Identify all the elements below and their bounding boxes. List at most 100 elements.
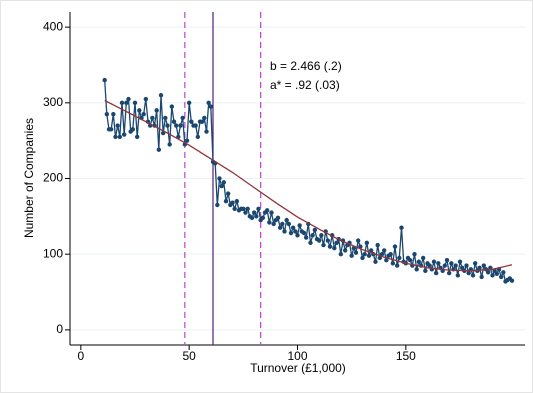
point (464, 263, 469, 268)
point (481, 263, 487, 268)
point (431, 259, 437, 264)
y-tick-label: 0 (56, 322, 63, 336)
point (111, 111, 116, 117)
point (373, 259, 378, 264)
point (342, 248, 348, 253)
point (362, 251, 367, 257)
point (245, 206, 250, 211)
point (349, 253, 354, 258)
point (269, 210, 274, 215)
point (416, 259, 422, 264)
point (490, 273, 495, 278)
point (412, 251, 417, 257)
annotation: a* = .92 (.03) (270, 78, 340, 92)
point (169, 104, 175, 109)
point (332, 245, 337, 251)
point (137, 108, 142, 113)
point (377, 255, 383, 261)
point (327, 244, 333, 249)
point (271, 221, 276, 227)
point (485, 270, 491, 275)
y-tick-label: 400 (43, 19, 63, 33)
point (267, 220, 272, 225)
point (230, 200, 235, 205)
point (290, 225, 296, 230)
point (119, 100, 125, 106)
point (316, 238, 322, 243)
point (470, 273, 476, 278)
point (390, 261, 396, 266)
point (241, 206, 246, 211)
point (433, 270, 439, 276)
point (219, 183, 224, 189)
point (141, 111, 146, 117)
point (199, 119, 205, 124)
point (158, 93, 164, 98)
point (150, 115, 155, 121)
point (215, 202, 220, 208)
point (223, 199, 229, 204)
point (102, 77, 107, 83)
point (444, 258, 450, 263)
point (293, 229, 298, 234)
point (375, 242, 380, 248)
point (173, 123, 179, 128)
point (466, 270, 471, 276)
y-tick-label: 200 (43, 171, 63, 185)
point (232, 206, 237, 211)
point (381, 248, 387, 253)
point (423, 268, 428, 274)
y-tick-label: 300 (43, 95, 63, 109)
point (457, 259, 463, 264)
x-tick-label: 100 (287, 349, 307, 363)
point (171, 119, 177, 124)
point (364, 240, 370, 246)
point (208, 104, 214, 109)
point (113, 134, 118, 140)
point (167, 142, 172, 147)
point (407, 258, 413, 263)
point (124, 100, 129, 106)
point (392, 244, 398, 249)
point (165, 123, 170, 128)
point (134, 134, 140, 140)
point (195, 134, 201, 140)
point (204, 129, 209, 134)
point (427, 263, 432, 268)
point (132, 100, 138, 106)
point (189, 119, 194, 124)
point (264, 208, 270, 213)
point (455, 273, 461, 278)
point (310, 233, 315, 238)
x-tick-label: 50 (182, 349, 196, 363)
point (479, 274, 484, 280)
point (130, 127, 136, 132)
y-axis-title: Number of Companies (22, 118, 36, 238)
point (186, 100, 192, 106)
point (446, 270, 452, 276)
y-tick-label: 100 (43, 246, 63, 260)
point (321, 242, 326, 248)
point (249, 215, 255, 221)
point (260, 215, 266, 221)
point (472, 261, 478, 266)
point (178, 123, 183, 128)
point (225, 191, 231, 196)
point (355, 238, 361, 243)
point (453, 263, 458, 268)
point (436, 261, 441, 266)
point (193, 123, 198, 128)
point (360, 255, 365, 261)
point (143, 96, 149, 102)
series-line (104, 99, 513, 272)
point (108, 127, 114, 132)
point (251, 210, 257, 215)
point (180, 115, 185, 121)
point (442, 263, 448, 268)
point (397, 255, 402, 261)
point (394, 263, 400, 268)
point (277, 225, 283, 230)
point (163, 115, 168, 121)
annotation: b = 2.466 (.2) (270, 59, 342, 73)
point (319, 233, 324, 238)
